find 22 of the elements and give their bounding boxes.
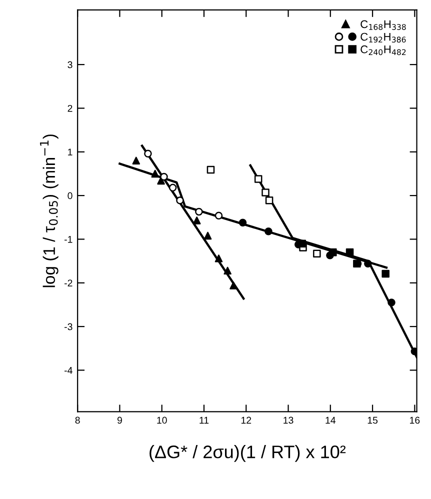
y-tick-label: 1 (68, 148, 72, 156)
x-tick-label: 10 (157, 416, 167, 424)
legend-label: C$_{240}$H$_{482}$ (360, 45, 406, 56)
y-tick-label: -3 (64, 323, 72, 330)
legend-label: C$_{168}$H$_{338}$ (360, 20, 406, 30)
y-tick-label: -2 (64, 280, 72, 286)
x-tick-label: 9 (117, 416, 122, 424)
y-tick-label: 3 (68, 61, 72, 68)
y-tick-label: 2 (68, 104, 72, 112)
x-tick-label: 11 (200, 416, 209, 424)
y-tick-label: -1 (64, 236, 72, 243)
x-tick-label: 14 (326, 416, 336, 424)
x-tick-label: 13 (284, 416, 294, 424)
x-tick-label: 8 (75, 416, 80, 424)
y-axis-title: log (1 / τ$_{0.05}$) (min$^{−1}$) (40, 134, 58, 288)
legend-label: C$_{192}$H$_{386}$ (360, 32, 406, 43)
x-tick-label: 15 (368, 416, 378, 424)
x-tick-label: 16 (410, 416, 420, 424)
x-tick-label: 12 (241, 416, 252, 424)
y-tick-label: -4 (64, 367, 72, 374)
x-axis-title: (ΔG* / 2σu)(1 / RT) x 10² (150, 445, 346, 462)
y-tick-label: 0 (68, 192, 72, 200)
